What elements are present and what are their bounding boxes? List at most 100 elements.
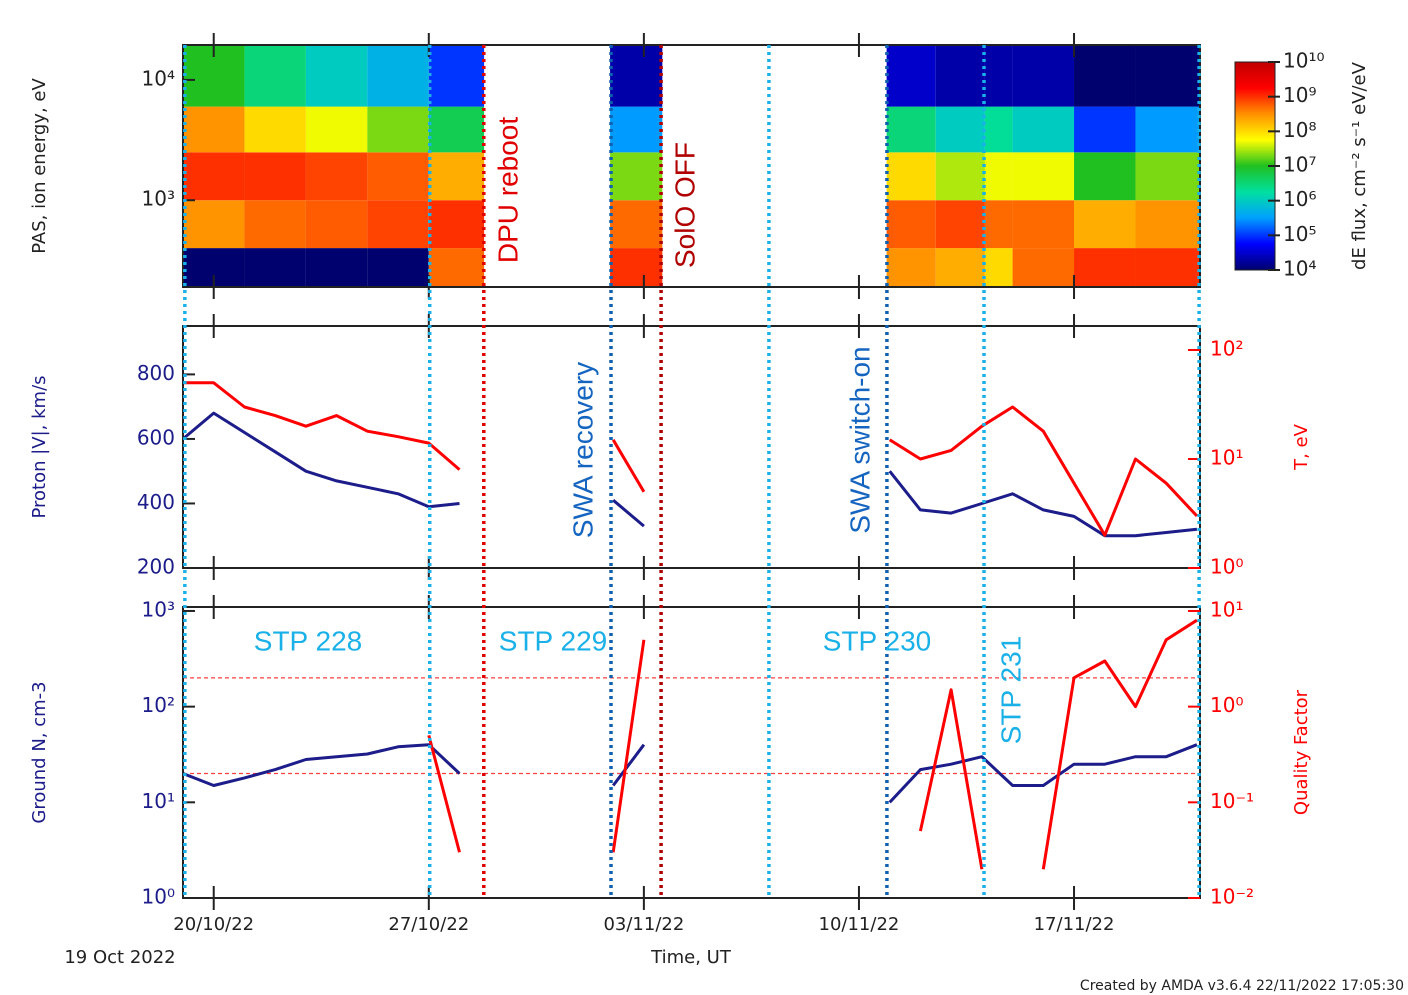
annotation: DPU reboot (492, 117, 523, 264)
x-tick-label: 27/10/22 (388, 914, 469, 935)
spectrogram-cell (367, 106, 429, 153)
spectrogram-cell (305, 200, 368, 249)
y-tick-label: 10² (142, 693, 175, 717)
spectrogram-cell (1074, 106, 1136, 153)
x-tick-label: 20/10/22 (173, 914, 254, 935)
y-tick-label: 10⁴ (142, 66, 175, 90)
spectrogram-cell (428, 200, 485, 249)
y-tick-label: 200 (137, 555, 175, 579)
spectrogram-cell (1012, 200, 1075, 249)
spectrogram-cell (984, 152, 1013, 201)
spectrogram-cell (984, 45, 1013, 107)
data-line (427, 618, 1198, 870)
colorbar-tick-label: 10⁵ (1283, 222, 1316, 246)
colorbar-tick-label: 10⁹ (1283, 83, 1316, 107)
spectrogram-cell (886, 248, 936, 287)
spectrogram-cell (244, 106, 306, 153)
spectrogram-cell (183, 200, 245, 249)
spectrogram-cell (305, 45, 368, 107)
y-tick-label: 10³ (142, 187, 175, 211)
data-line (182, 743, 1198, 804)
spectrogram-cell (367, 45, 429, 107)
spectrogram-cell (886, 152, 936, 201)
spectrogram-cell (1012, 45, 1075, 107)
spectrogram-cell (1135, 152, 1200, 201)
spectrogram-cell (984, 106, 1013, 153)
spectrogram-cell (1012, 248, 1075, 287)
spectrogram-cell (610, 106, 663, 153)
panel-frame (182, 325, 1201, 569)
spectrogram-cell (305, 106, 368, 153)
annotation: SWA recovery (567, 362, 598, 538)
y-tick-label: 10¹ (142, 789, 175, 813)
y-tick-label: 400 (137, 490, 175, 514)
spectrogram-cell (610, 200, 663, 249)
y-axis-title: Ground N, cm-3 (29, 681, 50, 823)
annotation: STP 231 (995, 636, 1026, 744)
y-tick-label: 10⁰ (142, 885, 175, 909)
spectrogram-cell (367, 200, 429, 249)
spectrogram-cell (984, 200, 1013, 249)
y-axis-title: Proton |V|, km/s (29, 375, 50, 518)
spectrogram-cell (428, 45, 485, 107)
x-tick-label: 03/11/22 (603, 914, 684, 935)
spectrogram-cell (183, 106, 245, 153)
colorbar-tick-label: 10⁷ (1283, 153, 1316, 177)
y-tick-label: 600 (137, 425, 175, 449)
spectrogram-cell (183, 152, 245, 201)
annotation: STP 230 (823, 625, 931, 656)
spectrogram-cell (1074, 45, 1136, 107)
data-line (182, 411, 1198, 538)
y2-tick-label: 10² (1210, 336, 1243, 360)
spectrogram-cell (1012, 152, 1075, 201)
spectrogram-cell (1012, 106, 1075, 153)
annotation: SWA switch-on (844, 346, 875, 533)
spectrogram-cell (305, 152, 368, 201)
y2-tick-label: 10⁰ (1210, 555, 1243, 579)
credit: Created by AMDA v3.6.4 22/11/2022 17:05:… (1080, 978, 1404, 994)
annotation: SolO OFF (669, 142, 700, 268)
spectrogram-cell (984, 248, 1013, 287)
colorbar-tick-label: 10⁴ (1283, 257, 1316, 281)
spectrogram-cell (1074, 152, 1136, 201)
spectrogram-cell (244, 152, 306, 201)
data-line (183, 381, 1198, 537)
y-axis-title: PAS, ion energy, eV (29, 78, 50, 254)
y2-tick-label: 10⁻¹ (1210, 789, 1254, 813)
spectrogram-cell (1135, 248, 1200, 287)
y-tick-label: 800 (137, 361, 175, 385)
spectrogram-cell (886, 200, 936, 249)
spectrogram-cell (935, 200, 985, 249)
y2-tick-label: 10¹ (1210, 597, 1243, 621)
colorbar-tick-label: 10⁶ (1283, 187, 1316, 211)
spectrogram-cell (244, 200, 306, 249)
y2-tick-label: 10⁰ (1210, 693, 1243, 717)
spectrogram-cell (244, 45, 306, 107)
spectrogram-cell (1135, 200, 1200, 249)
y2-tick-label: 10¹ (1210, 445, 1243, 469)
colorbar-tick-label: 10⁸ (1283, 118, 1316, 142)
spectrogram-cell (610, 45, 663, 107)
spectrogram-cell (428, 106, 485, 153)
y2-axis-title: Quality Factor (1291, 689, 1312, 815)
annotation: STP 228 (254, 625, 362, 656)
x-tick-label: 10/11/22 (819, 914, 900, 935)
annotation: STP 229 (499, 625, 607, 656)
start-date: 19 Oct 2022 (64, 947, 175, 968)
spectrogram-cell (935, 152, 985, 201)
colorbar-tick-label: 10¹⁰ (1283, 49, 1324, 73)
spectrogram-cell (305, 248, 368, 287)
y2-tick-label: 10⁻² (1210, 885, 1254, 909)
spectrogram-cell (367, 248, 429, 287)
y-tick-label: 10³ (142, 597, 175, 621)
x-tick-label: 17/11/22 (1034, 914, 1115, 935)
spectrogram-cell (1074, 248, 1136, 287)
spectrogram-cell (935, 45, 985, 107)
spectrogram-cell (244, 248, 306, 287)
spectrogram-cell (428, 248, 485, 287)
spectrogram-cell (610, 152, 663, 201)
spectrogram-cell (886, 106, 936, 153)
spectrogram-cell (1135, 45, 1200, 107)
spectrogram-cell (935, 106, 985, 153)
